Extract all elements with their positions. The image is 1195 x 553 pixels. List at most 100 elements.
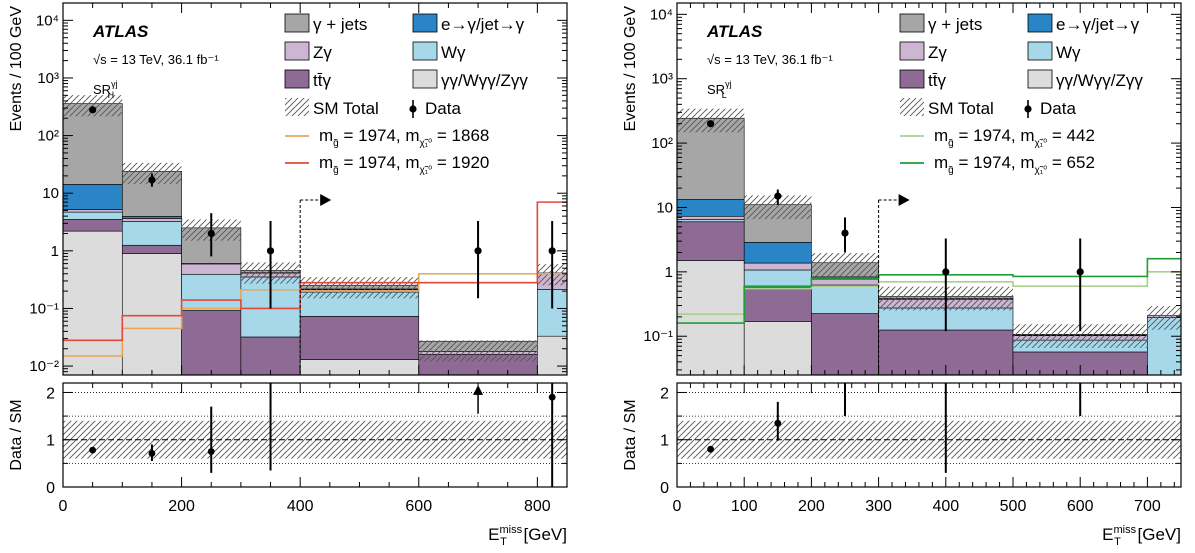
- y-tick-label: 10⁴: [36, 12, 59, 29]
- signal-label-pre: m: [319, 126, 333, 145]
- bar-wgamma: [811, 285, 878, 314]
- sm-total-uncertainty: [1147, 306, 1181, 330]
- y-tick-label: 10: [656, 199, 673, 216]
- sm-total-uncertainty: [419, 340, 538, 361]
- bar-ttgamma: [811, 314, 878, 375]
- signal-label-sub2: χ̃₁⁰: [1035, 165, 1048, 176]
- x-tick-label: 500: [1000, 498, 1027, 515]
- x-tick-label: 100: [731, 498, 758, 515]
- y-tick-label: 10⁴: [650, 6, 673, 23]
- bar-multiboson: [677, 261, 744, 375]
- ratio-point: [774, 420, 781, 427]
- ratio-y-tick-label: 0: [660, 480, 669, 497]
- bar-ttgamma: [122, 245, 181, 253]
- legend-label-gamma_jets: γ + jets: [313, 15, 367, 34]
- legend-signal-label-0: mg̃ = 1974, mχ̃₁⁰ = 442: [934, 126, 1095, 149]
- bar-ttgamma: [677, 222, 744, 261]
- legend-label-wgamma: Wγ: [441, 43, 466, 62]
- bar-multiboson: [744, 321, 811, 375]
- bar-zgamma: [182, 264, 241, 274]
- y-axis-label: Events / 100 GeV: [8, 6, 25, 132]
- y-tick-label: 10⁻¹: [643, 328, 673, 345]
- ratio-y-tick-label: 2: [46, 385, 55, 402]
- x-tick-label: 600: [405, 498, 432, 515]
- data-point: [707, 120, 714, 127]
- signal-label-post: = 442: [1047, 126, 1095, 145]
- main-plot-area: [63, 95, 567, 375]
- x-tick-label: 400: [287, 498, 314, 515]
- signal-label-post: = 1868: [432, 126, 489, 145]
- ratio-y-tick-label: 1: [46, 433, 55, 450]
- data-point: [89, 106, 96, 113]
- ratio-point: [707, 446, 714, 453]
- signal-label-post: = 652: [1047, 153, 1095, 172]
- bar-ttgamma: [300, 316, 419, 359]
- region-label-sup: γj: [725, 79, 732, 89]
- y-tick-label: 10²: [37, 128, 59, 145]
- data-point: [549, 247, 556, 254]
- x-axis-label-unit: [GeV]: [519, 525, 567, 544]
- signal-label-mid: = 1974, m: [339, 153, 420, 172]
- ratio-point: [208, 448, 215, 455]
- legend-swatch-e_fakes: [413, 14, 437, 32]
- bar-e_fakes: [63, 184, 122, 209]
- y-axis-label: Events / 100 GeV: [622, 6, 639, 132]
- bar-zgamma: [63, 210, 122, 213]
- signal-label-sub2: χ̃₁⁰: [420, 138, 433, 149]
- sm-total-uncertainty: [811, 253, 878, 277]
- legend-label-gamma_jets: γ + jets: [928, 15, 982, 34]
- bar-wgamma: [63, 212, 122, 219]
- bar-zgamma: [122, 218, 181, 221]
- legend-label-data: Data: [425, 99, 461, 118]
- signal-label-pre: m: [319, 153, 333, 172]
- bar-multiboson: [122, 253, 181, 375]
- y-tick-label: 10³: [651, 71, 673, 88]
- ratio-point: [149, 450, 156, 457]
- bar-e_fakes: [744, 242, 811, 263]
- ratio-y-axis-label: Data / SM: [622, 399, 639, 470]
- bar-ttgamma: [63, 219, 122, 231]
- bar-wgamma: [182, 274, 241, 310]
- x-tick-label: 0: [673, 498, 682, 515]
- x-tick-label: 0: [59, 498, 68, 515]
- signal-label-pre: m: [934, 153, 948, 172]
- energy-lumi-label: √s = 13 TeV, 36.1 fb⁻¹: [93, 52, 219, 67]
- x-tick-label: 400: [932, 498, 959, 515]
- signal-label-sub2: χ̃₁⁰: [420, 165, 433, 176]
- signal-label-sub2: χ̃₁⁰: [1035, 138, 1048, 149]
- cut-arrow-head: [899, 194, 910, 206]
- ratio-y-tick-label: 0: [46, 480, 55, 497]
- data-point: [942, 268, 949, 275]
- data-point: [208, 230, 215, 237]
- bar-multiboson: [63, 231, 122, 375]
- bar-ttgamma: [182, 311, 241, 375]
- legend-swatch-gamma_jets: [900, 14, 924, 32]
- experiment-label: ATLAS: [92, 22, 149, 41]
- ratio-arrow-head: [473, 385, 483, 395]
- bar-e_fakes: [677, 200, 744, 217]
- bar-zgamma: [677, 216, 744, 219]
- x-tick-label: 200: [168, 498, 195, 515]
- legend-label-multiboson: γγ/Wγγ/Zγγ: [1056, 71, 1143, 90]
- legend-swatch-e_fakes: [1028, 14, 1052, 32]
- legend-swatch-ttgamma: [900, 70, 924, 88]
- energy-lumi-label: √s = 13 TeV, 36.1 fb⁻¹: [707, 52, 833, 67]
- region-label-sub: L: [722, 90, 727, 100]
- ratio-point: [549, 394, 556, 401]
- legend-swatch-sm-total: [285, 98, 309, 116]
- bar-ttgamma: [241, 337, 300, 375]
- ratio-point: [89, 447, 96, 454]
- legend-label-zgamma: Zγ: [928, 43, 947, 62]
- x-axis-label-unit: [GeV]: [1133, 525, 1181, 544]
- y-tick-label: 1: [665, 264, 673, 281]
- data-point: [267, 247, 274, 254]
- legend-data-marker: [1024, 105, 1031, 112]
- x-tick-label: 200: [798, 498, 825, 515]
- legend-signal-label-0: mg̃ = 1974, mχ̃₁⁰ = 1868: [319, 126, 489, 149]
- y-tick-label: 1: [51, 243, 59, 260]
